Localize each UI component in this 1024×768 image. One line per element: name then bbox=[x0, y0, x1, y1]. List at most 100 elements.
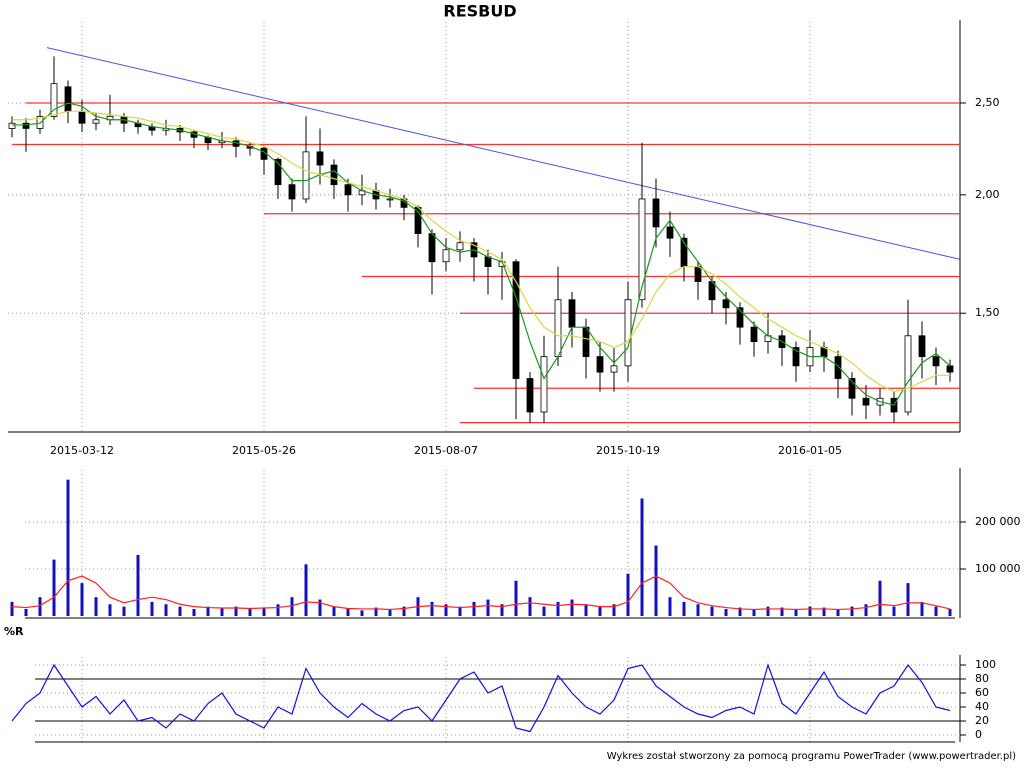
x-tick-label: 2015-10-19 bbox=[596, 444, 660, 457]
volume-bar bbox=[738, 607, 742, 616]
candle-body bbox=[386, 198, 394, 201]
candle-body bbox=[274, 158, 282, 186]
y-tick-label: 80 bbox=[975, 672, 989, 685]
volume-bar bbox=[444, 604, 448, 616]
candle-body bbox=[750, 326, 758, 343]
y-tick-label: 2,00 bbox=[975, 188, 1000, 201]
volume-bar bbox=[864, 604, 868, 616]
volume-bar bbox=[794, 608, 798, 616]
candle-body bbox=[694, 266, 702, 282]
y-tick-label: 20 bbox=[975, 714, 989, 727]
candle-body bbox=[64, 86, 72, 112]
candle-body bbox=[526, 378, 534, 413]
volume-bar bbox=[318, 599, 322, 616]
volume-bar bbox=[570, 599, 574, 616]
volume-bar bbox=[178, 606, 182, 616]
candle-body bbox=[568, 299, 576, 328]
volume-bar bbox=[206, 606, 210, 616]
y-tick-label: 60 bbox=[975, 686, 989, 699]
volume-bar bbox=[500, 604, 504, 616]
x-tick-label: 2015-03-12 bbox=[50, 444, 114, 457]
candle-body bbox=[92, 119, 100, 124]
candle-body bbox=[22, 122, 30, 129]
candle-body bbox=[624, 299, 632, 367]
volume-bar bbox=[346, 608, 350, 616]
footer: Wykres został stworzony za pomocą progra… bbox=[607, 751, 1016, 762]
volume-bar bbox=[654, 545, 658, 616]
candle-body bbox=[582, 326, 590, 357]
candle-body bbox=[540, 356, 548, 413]
volume-bar bbox=[66, 479, 70, 616]
candle-body bbox=[484, 256, 492, 267]
volume-bar bbox=[528, 597, 532, 616]
candle-body bbox=[316, 151, 324, 166]
candle-body bbox=[736, 307, 744, 328]
y-tick-label: 0 bbox=[975, 728, 982, 741]
candle-body bbox=[8, 122, 16, 129]
volume-bar bbox=[24, 608, 28, 616]
volume-bar bbox=[248, 608, 252, 616]
volume-bar bbox=[262, 607, 266, 616]
candle-body bbox=[652, 198, 660, 228]
volume-bar bbox=[290, 597, 294, 616]
volume-bar bbox=[220, 607, 224, 616]
volume-bar bbox=[780, 607, 784, 616]
volume-bar bbox=[388, 608, 392, 616]
candle-body bbox=[834, 356, 842, 379]
volume-bar bbox=[640, 498, 644, 616]
candle-body bbox=[722, 299, 730, 309]
volume-bar bbox=[612, 604, 616, 616]
volume-bar bbox=[836, 608, 840, 616]
volume-bar bbox=[108, 604, 112, 616]
volume-bar bbox=[80, 583, 84, 616]
volume-bar bbox=[332, 606, 336, 616]
volume-bar bbox=[920, 601, 924, 616]
volume-bar bbox=[808, 606, 812, 616]
y-tick-label: 40 bbox=[975, 700, 989, 713]
volume-bar bbox=[710, 606, 714, 616]
volume-bar bbox=[94, 597, 98, 616]
volume-bar bbox=[472, 601, 476, 616]
candle-body bbox=[330, 164, 338, 186]
candle-body bbox=[428, 233, 436, 263]
volume-bar bbox=[374, 607, 378, 616]
y-tick-label: 2,50 bbox=[975, 96, 1000, 109]
volume-bar bbox=[52, 559, 56, 616]
volume-bar bbox=[38, 597, 42, 616]
y-tick-label: 100 000 bbox=[975, 562, 1021, 575]
volume-bar bbox=[276, 604, 280, 616]
y-tick-label: 100 bbox=[975, 658, 996, 671]
volume-bar bbox=[682, 601, 686, 616]
candle-body bbox=[512, 261, 520, 379]
candle-body bbox=[596, 356, 604, 373]
candle-body bbox=[344, 184, 352, 196]
volume-bar bbox=[906, 583, 910, 616]
volume-bar bbox=[514, 580, 518, 616]
volume-bar bbox=[304, 564, 308, 616]
volume-bar bbox=[486, 599, 490, 616]
candle-body bbox=[442, 249, 450, 263]
y-tick-label: 200 000 bbox=[975, 515, 1021, 528]
volume-bar bbox=[458, 606, 462, 616]
volume-bar bbox=[10, 601, 14, 616]
volume-bar bbox=[934, 606, 938, 616]
volume-bar bbox=[122, 606, 126, 616]
williams-r-line bbox=[11, 663, 951, 733]
candle-body bbox=[666, 226, 674, 239]
candle-body bbox=[302, 151, 310, 200]
volume-bar bbox=[234, 606, 238, 616]
volume-bar bbox=[752, 608, 756, 616]
volume-bar bbox=[360, 610, 364, 616]
x-tick-label: 2015-05-26 bbox=[232, 444, 296, 457]
volume-bar bbox=[402, 606, 406, 616]
x-tick-label: 2016-01-05 bbox=[778, 444, 842, 457]
volume-bar bbox=[724, 608, 728, 616]
x-tick-label: 2015-08-07 bbox=[414, 444, 478, 457]
volume-bar bbox=[878, 580, 882, 616]
candle-body bbox=[456, 242, 464, 251]
candle-body bbox=[946, 365, 954, 373]
volume-bar bbox=[192, 608, 196, 616]
trend-line bbox=[46, 47, 960, 260]
indicator-title: %R bbox=[4, 625, 24, 638]
volume-bar bbox=[822, 607, 826, 616]
